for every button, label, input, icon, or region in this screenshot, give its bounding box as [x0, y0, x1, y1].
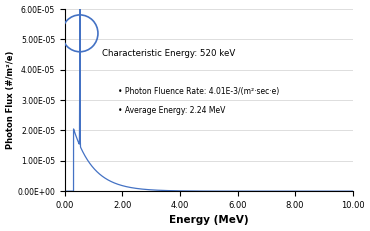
Y-axis label: Photon Flux (#/m²/e): Photon Flux (#/m²/e) [6, 51, 14, 149]
Text: • Photon Fluence Rate: 4.01E-3/(m²·sec·e): • Photon Fluence Rate: 4.01E-3/(m²·sec·e… [118, 86, 279, 95]
Text: • Average Energy: 2.24 MeV: • Average Energy: 2.24 MeV [118, 106, 226, 115]
X-axis label: Energy (MeV): Energy (MeV) [169, 216, 249, 225]
Text: Characteristic Energy: 520 keV: Characteristic Energy: 520 keV [102, 49, 236, 58]
